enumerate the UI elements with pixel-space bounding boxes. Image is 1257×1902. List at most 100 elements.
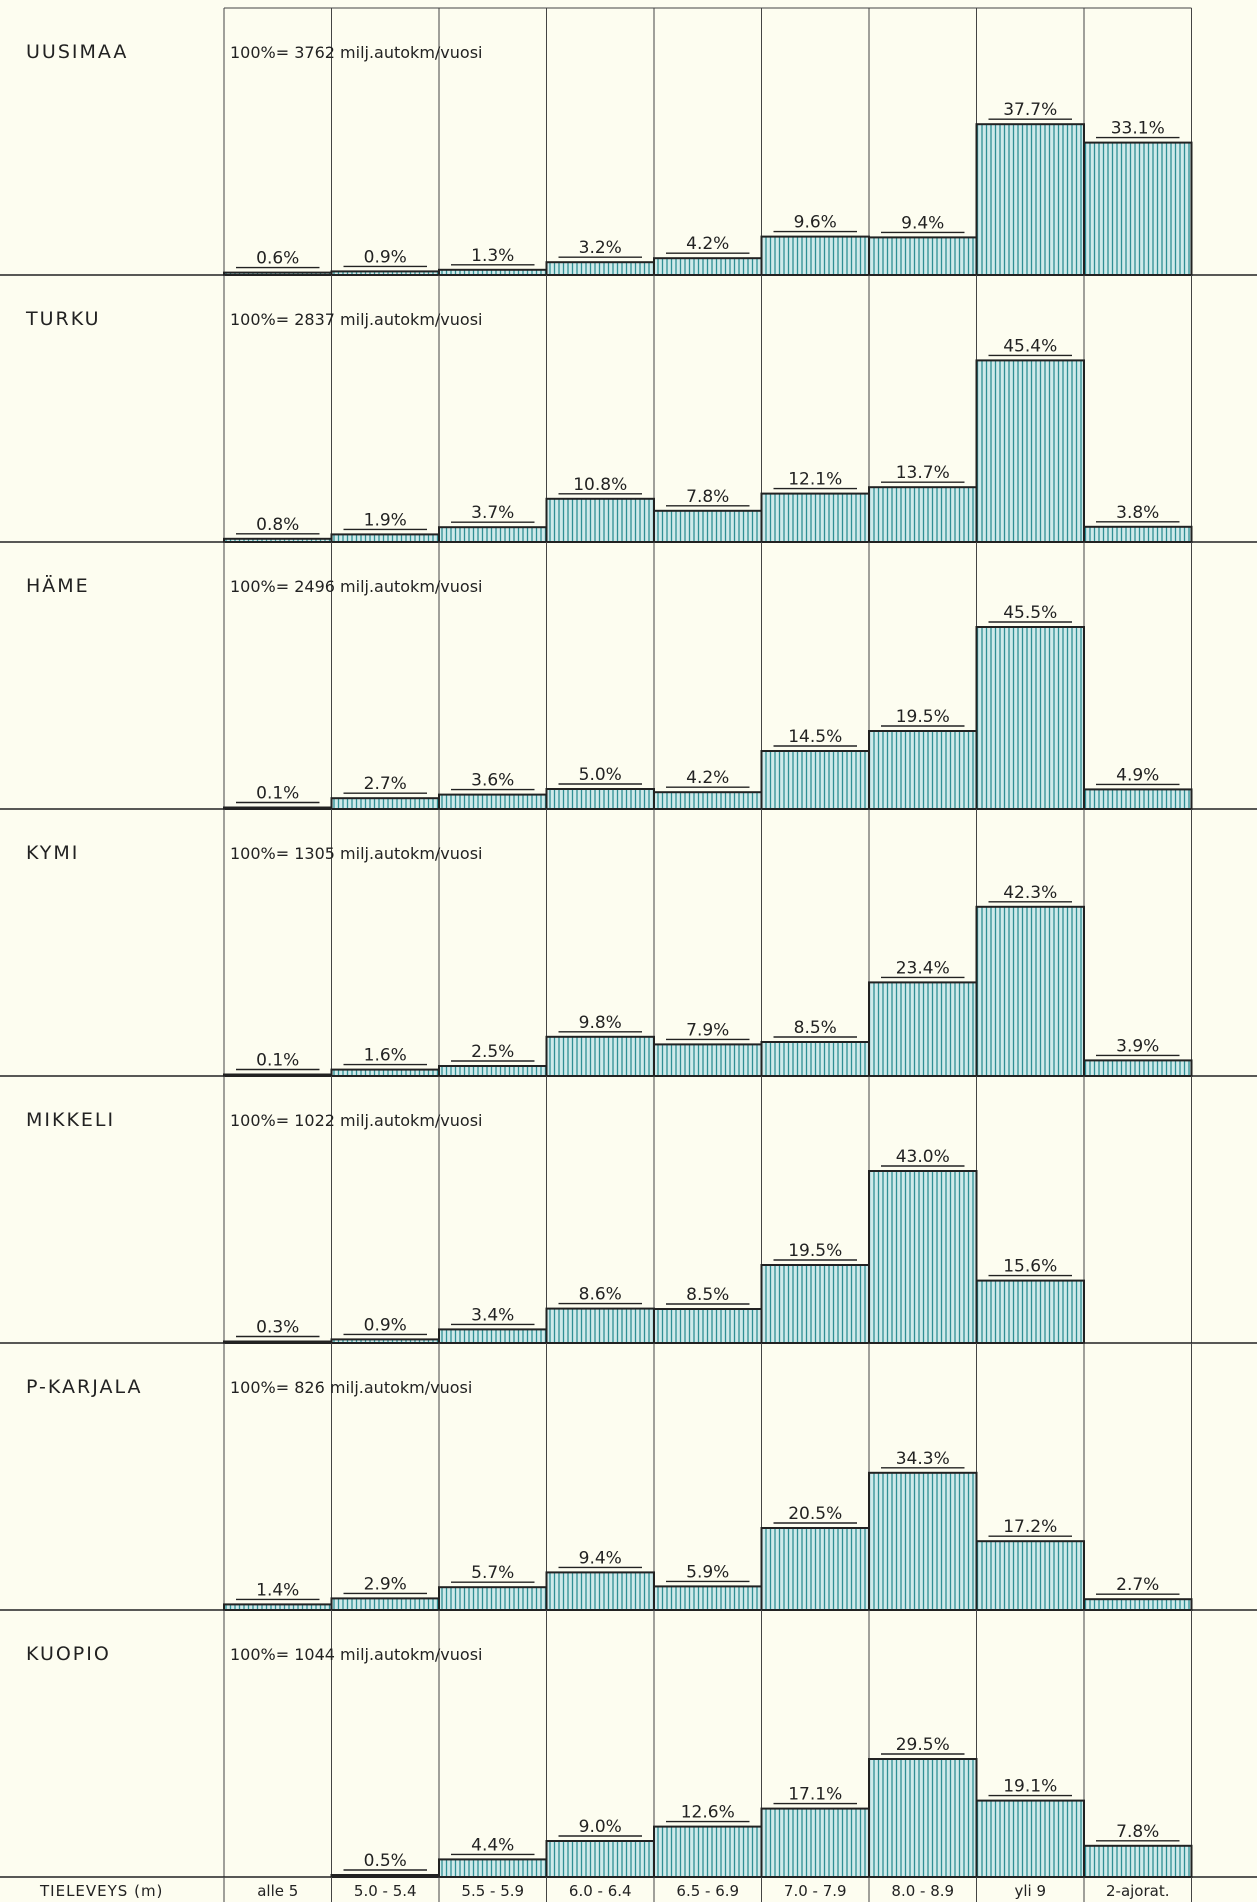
total-label: 100%= 3762 milj.autokm/vuosi (230, 43, 482, 62)
region-label: P-KARJALA (26, 1376, 143, 1398)
bar (975, 359, 1085, 543)
bar (545, 1307, 655, 1344)
bar (653, 1308, 763, 1344)
x-tick-label: yli 9 (1014, 1882, 1046, 1900)
value-label: 2.7% (1116, 1575, 1159, 1595)
total-label: 100%= 1305 milj.autokm/vuosi (230, 844, 482, 863)
bar (760, 1807, 870, 1878)
bar (1083, 1059, 1193, 1078)
value-label: 0.3% (256, 1318, 299, 1338)
value-label: 3.8% (1116, 503, 1159, 523)
region-label: KYMI (26, 842, 79, 864)
total-label: 100%= 2496 milj.autokm/vuosi (230, 577, 482, 596)
panel-h-me: HÄME 100%= 2496 milj.autokm/vuosi 0.1% 2.7%… (0, 542, 1257, 811)
value-label: 1.9% (364, 510, 407, 530)
bar (330, 533, 440, 544)
value-label: 42.3% (1003, 883, 1057, 903)
bar (438, 526, 548, 544)
total-label: 100%= 1044 milj.autokm/vuosi (230, 1645, 482, 1664)
bar (760, 1041, 870, 1077)
value-label: 19.5% (896, 707, 950, 727)
bar (330, 1068, 440, 1077)
x-tick-label: 6.0 - 6.4 (569, 1882, 632, 1900)
value-label: 7.8% (1116, 1822, 1159, 1842)
value-label: 12.6% (681, 1803, 735, 1823)
bar (545, 1035, 655, 1078)
x-axis-title: TIELEVEYS (m) (39, 1882, 163, 1900)
value-label: 0.1% (256, 1051, 299, 1071)
value-label: 1.6% (364, 1046, 407, 1066)
bar (975, 1540, 1085, 1611)
value-label: 1.4% (256, 1580, 299, 1600)
bar (1083, 788, 1193, 811)
x-tick-label: 7.0 - 7.9 (784, 1882, 847, 1900)
total-label: 100%= 1022 milj.autokm/vuosi (230, 1111, 482, 1130)
value-label: 0.9% (364, 1315, 407, 1335)
value-label: 4.2% (686, 234, 729, 254)
panel-mikkeli: MIKKELI 100%= 1022 milj.autokm/vuosi 0.3% 0… (0, 1076, 1257, 1345)
bar (438, 1858, 548, 1879)
value-label: 3.9% (1116, 1036, 1159, 1056)
value-label: 5.9% (686, 1562, 729, 1582)
bar (760, 492, 870, 544)
bar (653, 509, 763, 543)
value-label: 12.1% (788, 470, 842, 490)
value-label: 7.8% (686, 487, 729, 507)
x-axis: alle 5 5.0 - 5.4 5.5 - 5.9 6.0 - 6.4 6.5 - 6… (39, 1877, 1192, 1902)
value-label: 33.1% (1111, 119, 1165, 139)
value-label: 9.4% (901, 213, 944, 233)
bar (1083, 141, 1193, 276)
bar (545, 261, 655, 277)
bar (975, 626, 1085, 810)
value-label: 0.6% (256, 249, 299, 269)
x-tick-label: alle 5 (257, 1882, 298, 1900)
bar (1083, 1598, 1193, 1611)
bar (975, 1279, 1085, 1344)
value-label: 5.0% (579, 765, 622, 785)
bar (1083, 1844, 1193, 1879)
value-label: 3.6% (471, 771, 514, 791)
value-label: 17.2% (1003, 1517, 1057, 1537)
value-label: 0.9% (364, 247, 407, 267)
value-label: 10.8% (573, 475, 627, 495)
value-label: 34.3% (896, 1449, 950, 1469)
value-label: 2.5% (471, 1042, 514, 1062)
bar (868, 1170, 978, 1344)
panel-kuopio: KUOPIO 100%= 1044 milj.autokm/vuosi 0.5% 4.… (0, 1610, 1257, 1879)
bar (545, 788, 655, 810)
bar (545, 1840, 655, 1878)
x-tick-label: 5.0 - 5.4 (354, 1882, 417, 1900)
value-label: 3.7% (471, 503, 514, 523)
value-label: 20.5% (788, 1504, 842, 1524)
x-tick-label: 2-ajorat. (1106, 1882, 1170, 1900)
value-label: 45.5% (1003, 603, 1057, 623)
value-label: 45.4% (1003, 336, 1057, 356)
bar (653, 1043, 763, 1078)
bar (975, 1799, 1085, 1878)
x-tick-label: 6.5 - 6.9 (676, 1882, 739, 1900)
value-label: 43.0% (896, 1147, 950, 1167)
total-label: 100%= 826 milj.autokm/vuosi (230, 1378, 472, 1397)
bar (545, 1571, 655, 1612)
bar (975, 905, 1085, 1077)
bar (653, 1585, 763, 1612)
bar (223, 1603, 333, 1612)
region-label: MIKKELI (26, 1109, 115, 1131)
value-label: 29.5% (896, 1735, 950, 1755)
bar (975, 123, 1085, 276)
bar (760, 750, 870, 810)
value-label: 9.4% (579, 1548, 622, 1568)
value-label: 19.5% (788, 1241, 842, 1261)
bar (760, 235, 870, 277)
value-label: 0.8% (256, 515, 299, 535)
bar (438, 1586, 548, 1611)
value-label: 15.6% (1003, 1257, 1057, 1277)
panel-turku: TURKU 100%= 2837 milj.autokm/vuosi 0.8% 1.9… (0, 275, 1257, 544)
value-label: 9.8% (579, 1013, 622, 1033)
value-label: 3.2% (579, 238, 622, 258)
bar (868, 486, 978, 544)
total-label: 100%= 2837 milj.autokm/vuosi (230, 310, 482, 329)
value-label: 0.5% (364, 1851, 407, 1871)
region-label: TURKU (25, 308, 101, 330)
